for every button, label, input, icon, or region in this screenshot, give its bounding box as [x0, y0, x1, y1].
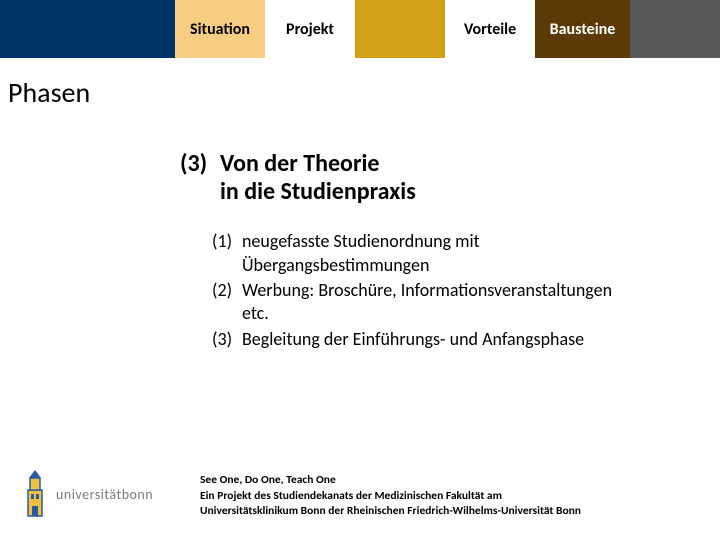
- list-item-text: Begleitung der Einführungs- und Anfangsp…: [242, 328, 622, 351]
- top-nav: Situation Projekt Phasen Vorteile Bauste…: [0, 0, 720, 58]
- logo-text: universitätbonn: [56, 486, 153, 503]
- content-heading: (3)Von der Theorie in die Studienpraxis: [180, 150, 660, 205]
- main-content: (3)Von der Theorie in die Studienpraxis …: [180, 150, 660, 353]
- tab-phasen[interactable]: Phasen: [355, 0, 445, 58]
- list-item: (3)Begleitung der Einführungs- und Anfan…: [212, 328, 660, 351]
- list-item-number: (1): [212, 230, 242, 253]
- section-title: Phasen: [8, 75, 90, 110]
- tab-vorteile[interactable]: Vorteile: [445, 0, 535, 58]
- footer-line2: Ein Projekt des Studiendekanats der Medi…: [200, 489, 690, 505]
- logo-tower-icon: [20, 470, 50, 518]
- tab-situation[interactable]: Situation: [175, 0, 265, 58]
- university-logo: universitätbonn: [20, 470, 180, 518]
- heading-line2: in die Studienpraxis: [180, 178, 660, 206]
- tab-projekt[interactable]: Projekt: [265, 0, 355, 58]
- list-item-text: Werbung: Broschüre, Informationsveransta…: [242, 279, 622, 326]
- footer-line1: See One, Do One, Teach One: [200, 473, 690, 489]
- list-item: (2)Werbung: Broschüre, Informationsveran…: [212, 279, 660, 326]
- heading-number: (3): [180, 150, 220, 178]
- footer-text: See One, Do One, Teach One Ein Projekt d…: [200, 473, 690, 520]
- tab-bausteine[interactable]: Bausteine: [535, 0, 630, 58]
- list-item-number: (3): [212, 328, 242, 351]
- list-item: (1)neugefasste Studienordnung mit Überga…: [212, 230, 660, 277]
- list-item-text: neugefasste Studienordnung mit Übergangs…: [242, 230, 622, 277]
- content-list: (1)neugefasste Studienordnung mit Überga…: [180, 230, 660, 351]
- footer-line3: Universitätsklinikum Bonn der Rheinische…: [200, 504, 690, 520]
- tab-blue-block: [0, 0, 175, 58]
- tab-grey-block: [630, 0, 720, 58]
- list-item-number: (2): [212, 279, 242, 302]
- heading-line1: Von der Theorie: [220, 149, 379, 178]
